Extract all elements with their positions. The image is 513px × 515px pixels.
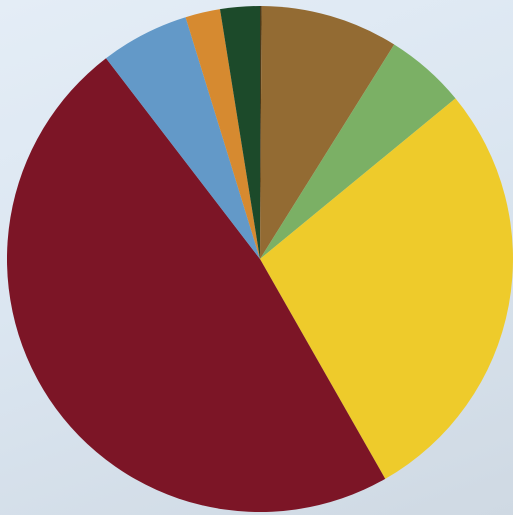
pie-slice-6	[106, 17, 260, 260]
pie-slice-1	[260, 6, 262, 259]
pie-slice-5	[6, 58, 386, 513]
pie-slice-2	[260, 6, 395, 260]
pie-slice-7	[185, 9, 260, 260]
pie-slices	[6, 5, 513, 513]
pie-slice-8	[219, 5, 260, 259]
pie-slice-3	[260, 44, 456, 259]
pie-slice-4	[260, 98, 513, 479]
